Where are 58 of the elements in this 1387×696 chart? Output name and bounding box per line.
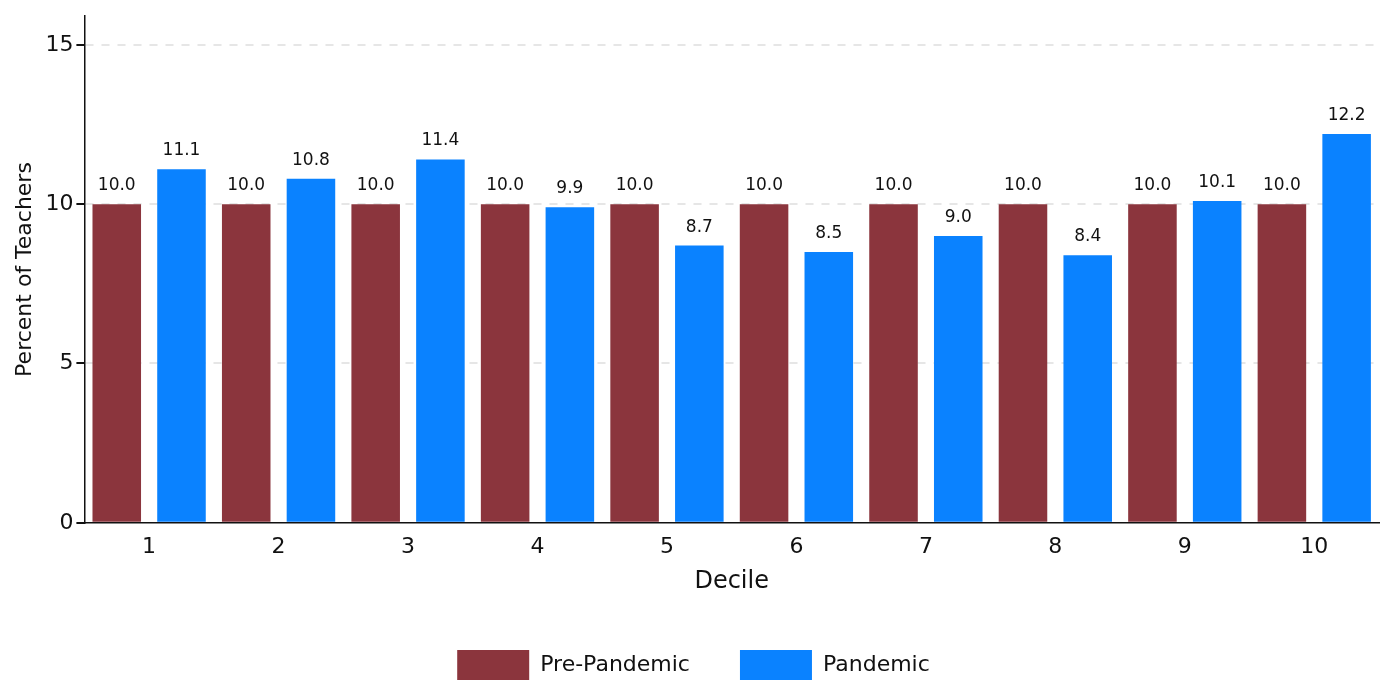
- bar: [221, 204, 271, 522]
- bar: [1128, 204, 1177, 522]
- data-label: 10.1: [1198, 170, 1237, 191]
- bar: [351, 204, 400, 522]
- data-label: 10.0: [1133, 174, 1172, 195]
- data-label: 10.0: [227, 174, 266, 195]
- x-axis-title: Decile: [694, 565, 769, 594]
- bar: [1192, 201, 1242, 522]
- bar: [998, 204, 1048, 522]
- bar: [1322, 134, 1371, 522]
- data-label: 10.8: [292, 148, 330, 169]
- bar: [1063, 255, 1112, 522]
- data-label: 10.0: [615, 174, 654, 195]
- bar: [1257, 204, 1307, 522]
- x-tick-label: 4: [530, 532, 545, 558]
- data-label: 10.0: [356, 174, 395, 195]
- data-label: 10.0: [486, 174, 525, 195]
- y-tick-label: 5: [59, 349, 74, 375]
- bar: [869, 204, 918, 522]
- x-tick-label: 8: [1048, 532, 1063, 558]
- data-label: 8.4: [1074, 225, 1102, 246]
- x-tick-label: 9: [1177, 532, 1192, 558]
- y-axis-title: Percent of Teachers: [10, 162, 36, 377]
- legend-label: Pandemic: [822, 650, 930, 676]
- bar: [92, 204, 142, 522]
- data-label: 10.0: [97, 174, 136, 195]
- data-label: 12.2: [1327, 104, 1366, 125]
- data-label: 11.1: [162, 139, 201, 160]
- y-tick-label: 15: [45, 30, 74, 56]
- data-label: 10.0: [1262, 174, 1301, 195]
- bar: [675, 245, 724, 522]
- bar: [933, 236, 983, 522]
- bar: [286, 178, 336, 522]
- data-label: 10.0: [874, 174, 913, 195]
- bar: [416, 159, 465, 522]
- bar: [480, 204, 530, 522]
- bar: [739, 204, 789, 522]
- data-label: 9.0: [944, 205, 972, 226]
- x-tick-label: 2: [271, 532, 286, 558]
- data-label: 9.9: [556, 177, 584, 198]
- data-label: 10.0: [745, 174, 783, 195]
- x-tick-label: 1: [142, 532, 157, 558]
- x-tick-label: 3: [401, 532, 416, 558]
- x-tick-label: 10: [1300, 532, 1329, 558]
- data-label: 8.7: [685, 215, 713, 236]
- bar: [804, 251, 854, 522]
- legend-label: Pre-Pandemic: [540, 650, 690, 676]
- data-label: 10.0: [1004, 174, 1042, 195]
- data-label: 11.4: [421, 129, 460, 150]
- bar: [545, 207, 595, 522]
- x-tick-label: 5: [659, 532, 674, 558]
- y-tick-label: 0: [59, 508, 74, 534]
- bar: [610, 204, 659, 522]
- x-tick-label: 6: [789, 532, 804, 558]
- data-label: 8.5: [815, 221, 843, 242]
- x-tick-label: 7: [918, 532, 933, 558]
- y-tick-label: 10: [45, 189, 74, 215]
- bar: [157, 169, 206, 522]
